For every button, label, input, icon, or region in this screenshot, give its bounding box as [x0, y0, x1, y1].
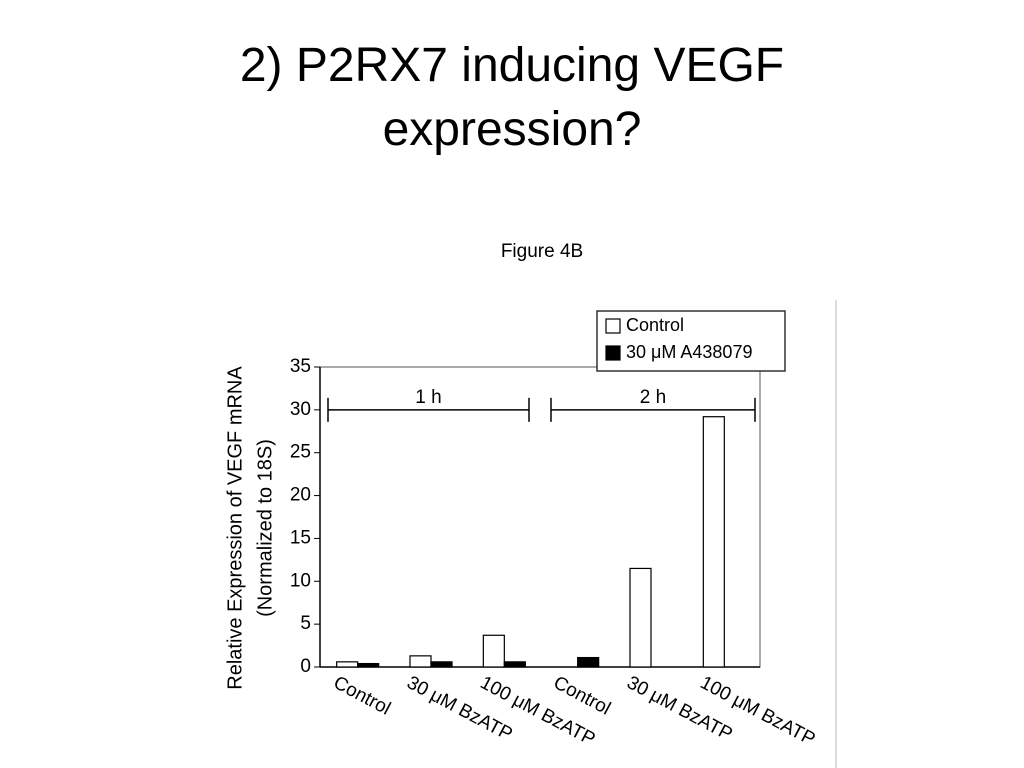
figure-caption: Figure 4B	[501, 241, 583, 262]
legend-label: Control	[626, 315, 684, 335]
bar	[629, 567, 652, 668]
x-tick-label: Control	[330, 672, 394, 719]
bar	[702, 416, 725, 668]
bar	[430, 661, 453, 668]
bar	[577, 656, 600, 668]
y-tick-label: 30	[290, 399, 311, 420]
y-tick-label: 10	[290, 570, 311, 591]
y-axis-label: (Normalized to 18S)	[254, 439, 276, 617]
bar	[336, 661, 359, 668]
y-tick-label: 15	[290, 527, 311, 548]
legend-swatch	[605, 318, 621, 334]
y-tick-label: 5	[300, 613, 311, 634]
bar	[409, 655, 432, 668]
bar	[503, 661, 526, 668]
bar	[357, 662, 380, 668]
legend-label: 30 μM A438079	[626, 342, 752, 362]
y-tick-label: 0	[300, 656, 311, 677]
bracket-label: 2 h	[640, 387, 666, 408]
y-tick-label: 35	[290, 356, 311, 377]
bracket-label: 1 h	[415, 387, 441, 408]
legend-swatch	[605, 345, 621, 361]
bar	[482, 634, 505, 668]
y-tick-label: 20	[290, 485, 311, 506]
legend-box	[596, 310, 786, 372]
plot-frame	[319, 366, 761, 668]
slide-title-line: 2) P2RX7 inducing VEGF expression?	[240, 39, 784, 156]
y-axis-label: Relative Expression of VEGF mRNA	[224, 366, 246, 690]
y-tick-label: 25	[290, 442, 311, 463]
